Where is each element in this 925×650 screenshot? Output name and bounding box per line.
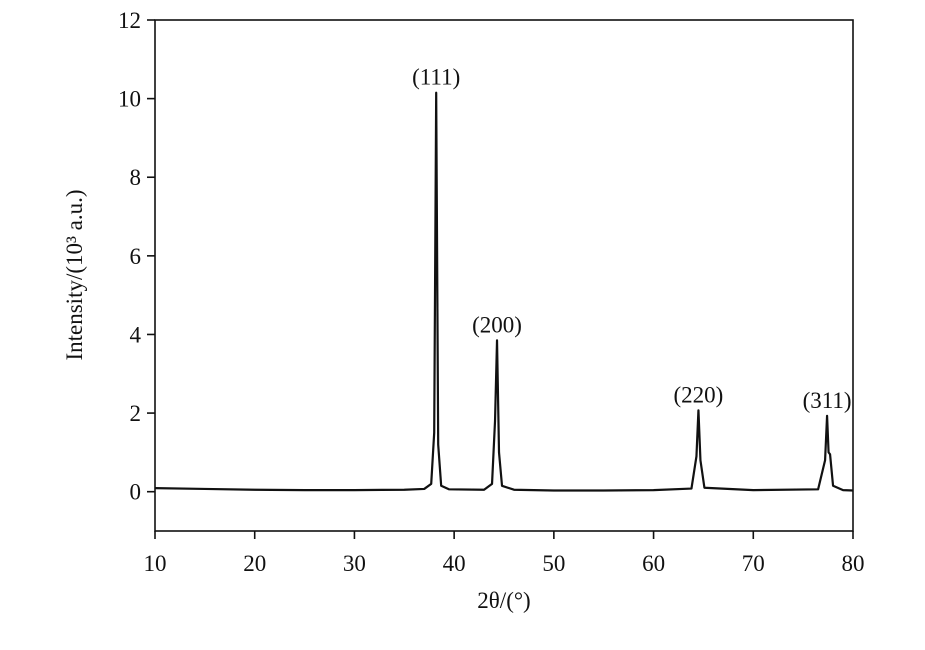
peak-label: (111): [412, 65, 460, 90]
y-tick-label: 8: [130, 165, 142, 190]
y-tick-label: 2: [130, 401, 142, 426]
y-axis-label: Intensity/(10³ a.u.): [62, 189, 87, 360]
x-tick-label: 80: [842, 551, 865, 576]
x-tick-label: 10: [144, 551, 167, 576]
x-tick-label: 20: [243, 551, 266, 576]
x-tick-label: 30: [343, 551, 366, 576]
x-tick-label: 50: [542, 551, 565, 576]
peak-label: (220): [674, 382, 724, 407]
y-tick-label: 4: [130, 322, 142, 347]
y-tick-label: 12: [118, 8, 141, 33]
x-tick-label: 60: [642, 551, 665, 576]
peak-label: (200): [472, 312, 522, 337]
y-tick-label: 10: [118, 87, 141, 112]
x-tick-label: 40: [443, 551, 466, 576]
plot-frame: [154, 19, 854, 532]
x-axis-label: 2θ/(°): [477, 588, 530, 613]
peak-label: (311): [803, 388, 852, 413]
x-tick-label: 70: [742, 551, 765, 576]
y-tick-label: 0: [130, 480, 142, 505]
y-tick-label: 6: [130, 244, 142, 269]
data-line: [154, 91, 854, 492]
